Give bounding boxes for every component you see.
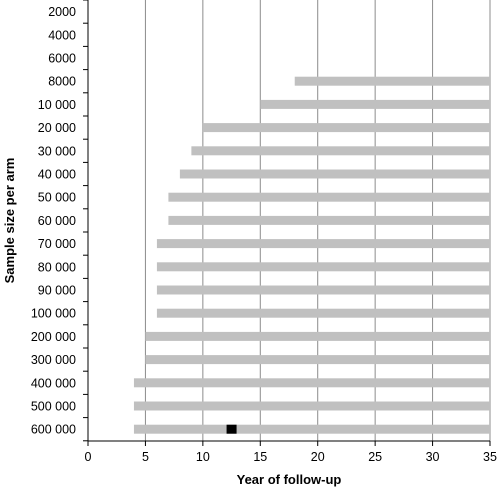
x-axis-title: Year of follow-up [237, 472, 342, 487]
y-tick-label: 6000 [48, 52, 76, 66]
bar-200000 [145, 331, 490, 341]
bar-10000 [260, 99, 490, 109]
bar-20000 [202, 123, 490, 133]
y-tick-label: 30 000 [38, 144, 76, 158]
x-tick-label: 20 [311, 450, 325, 464]
bar-300000 [145, 355, 490, 365]
y-tick-label: 100 000 [31, 307, 76, 321]
y-tick-label: 90 000 [38, 284, 76, 298]
y-tick-label: 4000 [48, 28, 76, 42]
y-tick-label: 40 000 [38, 168, 76, 182]
bar-50000 [168, 192, 490, 202]
bar-90000 [156, 285, 490, 295]
y-tick-labels: 2000 4000 6000 8000 10 000 20 000 30 000 40 000… [31, 5, 76, 437]
x-tick-label: 25 [368, 450, 382, 464]
x-tick-label: 0 [85, 450, 92, 464]
y-axis-title: Sample size per arm [2, 158, 17, 284]
y-tick-label: 60 000 [38, 214, 76, 228]
markers [226, 424, 237, 434]
bar-30000 [191, 146, 490, 156]
x-tick-label: 10 [196, 450, 210, 464]
y-tick-label: 600 000 [31, 423, 76, 437]
bar-400000 [133, 378, 490, 388]
y-tick-label: 8000 [48, 75, 76, 89]
x-tick-label: 30 [426, 450, 440, 464]
bar-40000 [179, 169, 490, 179]
y-tick-label: 70 000 [38, 237, 76, 251]
x-tick-label: 35 [483, 450, 497, 464]
y-tick-label: 300 000 [31, 353, 76, 367]
x-tick-label: 5 [142, 450, 149, 464]
y-tick-label: 80 000 [38, 260, 76, 274]
y-tick-label: 500 000 [31, 400, 76, 414]
bar-80000 [156, 262, 490, 272]
bar-60000 [168, 215, 490, 225]
bars [133, 76, 490, 434]
marker-0 [226, 424, 237, 434]
y-tick-label: 20 000 [38, 121, 76, 135]
bar-70000 [156, 239, 490, 249]
y-tick-label: 200 000 [31, 330, 76, 344]
bar-600000 [133, 424, 490, 434]
x-tick-label: 15 [253, 450, 267, 464]
bar-8000 [294, 76, 490, 86]
y-tick-label: 400 000 [31, 376, 76, 390]
axes [83, 0, 491, 446]
bar-500000 [133, 401, 490, 411]
x-tick-labels: 0 5 10 15 20 25 30 35 [85, 450, 497, 464]
y-tick-label: 10 000 [38, 98, 76, 112]
y-tick-label: 50 000 [38, 191, 76, 205]
y-tick-label: 2000 [48, 5, 76, 19]
bar-100000 [156, 308, 490, 318]
